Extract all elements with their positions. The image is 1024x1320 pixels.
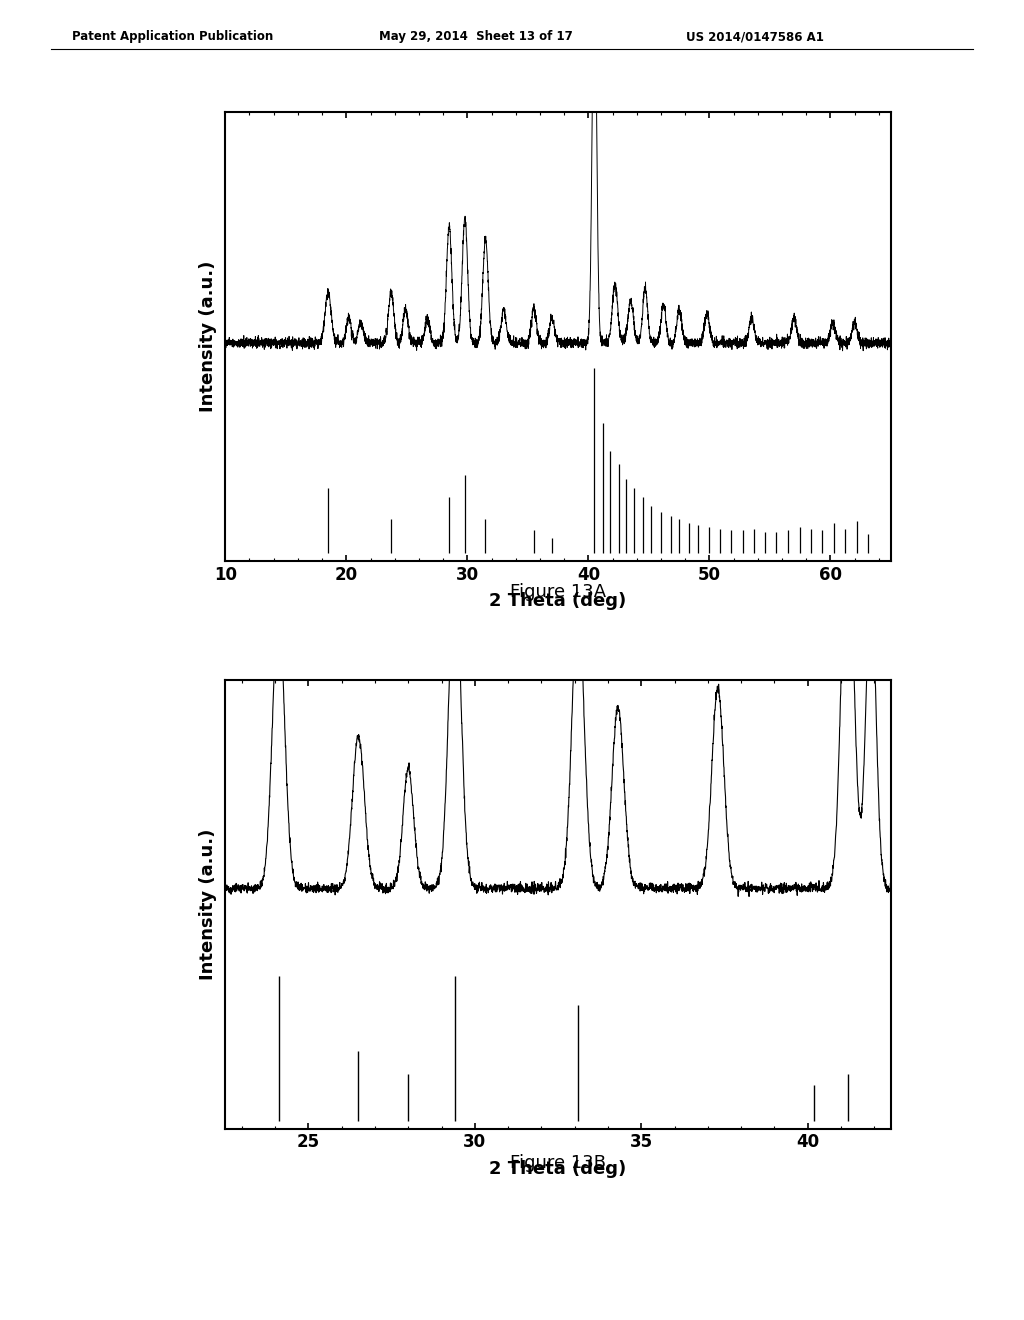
X-axis label: 2 Theta (deg): 2 Theta (deg) xyxy=(489,1160,627,1177)
Text: May 29, 2014  Sheet 13 of 17: May 29, 2014 Sheet 13 of 17 xyxy=(379,30,572,44)
Y-axis label: Intensity (a.u.): Intensity (a.u.) xyxy=(199,261,217,412)
Text: Figure 13B: Figure 13B xyxy=(510,1154,606,1172)
Text: Patent Application Publication: Patent Application Publication xyxy=(72,30,273,44)
Text: Figure 13A: Figure 13A xyxy=(510,582,606,601)
Y-axis label: Intensity (a.u.): Intensity (a.u.) xyxy=(199,829,217,979)
X-axis label: 2 Theta (deg): 2 Theta (deg) xyxy=(489,593,627,610)
Text: US 2014/0147586 A1: US 2014/0147586 A1 xyxy=(686,30,824,44)
